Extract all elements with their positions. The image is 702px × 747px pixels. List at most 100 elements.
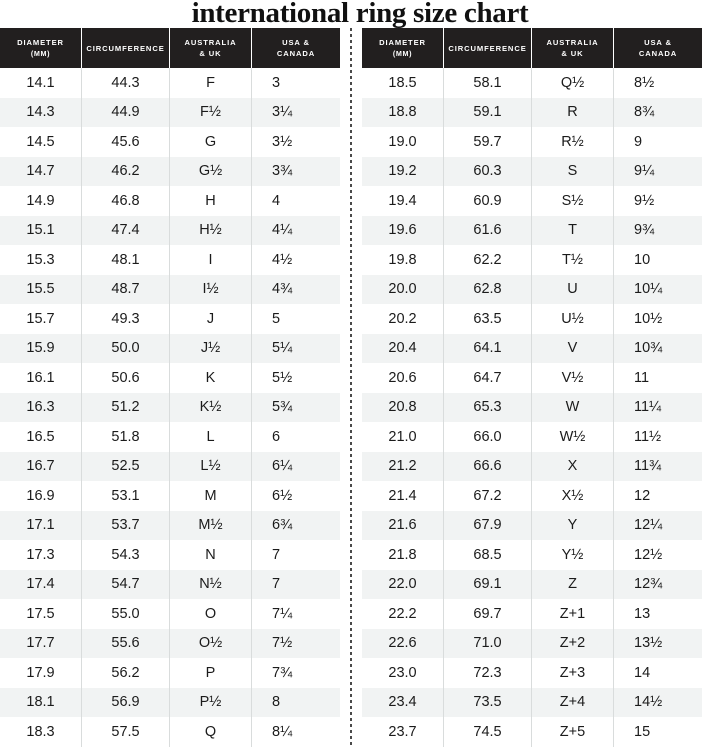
table-row: 16.7 52.5 L½ 6¼ — [0, 451, 340, 481]
cell-circumference: 74.5 — [444, 717, 532, 747]
column-header-diameter-line1: DIAMETER — [379, 38, 426, 47]
cell-australia-uk: X — [532, 451, 614, 481]
cell-usa-canada: 9¼ — [634, 163, 655, 180]
cell-usa-canada: 10½ — [634, 310, 663, 327]
cell-usa-canada: 7¾ — [272, 664, 293, 681]
column-header-australia-uk-line2: & UK — [199, 49, 222, 58]
cell-australia-uk: L½ — [170, 451, 252, 481]
cell-australia-uk: Z+5 — [532, 717, 614, 747]
cell-australia-uk: K — [170, 363, 252, 393]
cell-usa-canada: 12½ — [634, 546, 663, 563]
cell-circumference: 50.6 — [82, 363, 170, 393]
cell-usa-canada: 3½ — [272, 133, 293, 150]
cell-usa-canada: 11½ — [634, 428, 662, 445]
cell-circumference: 69.7 — [444, 599, 532, 629]
cell-circumference: 62.8 — [444, 274, 532, 304]
cell-circumference: 71.0 — [444, 628, 532, 658]
cell-circumference: 61.6 — [444, 215, 532, 245]
cell-usa-canada: 4¾ — [272, 281, 293, 298]
cell-circumference: 49.3 — [82, 304, 170, 334]
cell-diameter: 19.0 — [362, 127, 444, 157]
table-row: 23.7 74.5 Z+5 15 — [362, 717, 702, 747]
cell-circumference: 73.5 — [444, 687, 532, 717]
cell-circumference: 45.6 — [82, 127, 170, 157]
table-row: 14.5 45.6 G 3½ — [0, 127, 340, 157]
column-header-australia-uk-line2: & UK — [561, 49, 584, 58]
cell-usa-canada: 6½ — [272, 487, 293, 504]
table-row: 17.7 55.6 O½ 7½ — [0, 628, 340, 658]
cell-usa-canada: 11 — [634, 369, 650, 386]
column-header-circumference: CIRCUMFERENCE — [82, 28, 170, 68]
cell-usa-canada: 7 — [272, 576, 281, 593]
cell-australia-uk: L — [170, 422, 252, 452]
cell-diameter: 19.6 — [362, 215, 444, 245]
cell-australia-uk: Z+4 — [532, 687, 614, 717]
column-header-diameter-line2: (mm) — [392, 49, 413, 58]
cell-usa-canada: 11¼ — [634, 399, 662, 416]
table-row: 17.3 54.3 N 7 — [0, 540, 340, 570]
cell-circumference: 59.1 — [444, 97, 532, 127]
cell-circumference: 68.5 — [444, 540, 532, 570]
cell-diameter: 15.5 — [0, 274, 82, 304]
column-header-diameter: DIAMETER (mm) — [362, 28, 444, 68]
cell-australia-uk: V — [532, 333, 614, 363]
cell-circumference: 67.2 — [444, 481, 532, 511]
cell-usa-canada: 12 — [634, 487, 651, 504]
cell-australia-uk: G½ — [170, 156, 252, 186]
column-header-usa-canada-line2: CANADA — [276, 49, 316, 58]
table-row: 18.1 56.9 P½ 8 — [0, 687, 340, 717]
table-row: 19.2 60.3 S 9¼ — [362, 156, 702, 186]
cell-circumference: 48.7 — [82, 274, 170, 304]
cell-australia-uk: T — [532, 215, 614, 245]
table-row: 16.5 51.8 L 6 — [0, 422, 340, 452]
page-title: international ring size chart — [191, 0, 529, 29]
cell-australia-uk: T½ — [532, 245, 614, 275]
cell-diameter: 14.9 — [0, 186, 82, 216]
cell-australia-uk: G — [170, 127, 252, 157]
cell-usa-canada: 4½ — [272, 251, 293, 268]
table-row: 16.9 53.1 M 6½ — [0, 481, 340, 511]
column-header-circumference-line1: CIRCUMFERENCE — [448, 43, 527, 53]
table-row: 21.2 66.6 X 11¾ — [362, 451, 702, 481]
cell-circumference: 62.2 — [444, 245, 532, 275]
table-row: 16.1 50.6 K 5½ — [0, 363, 340, 393]
cell-usa-canada: 13½ — [634, 635, 663, 652]
cell-australia-uk: I — [170, 245, 252, 275]
cell-diameter: 14.5 — [0, 127, 82, 157]
cell-australia-uk: S — [532, 156, 614, 186]
cell-circumference: 65.3 — [444, 392, 532, 422]
cell-diameter: 17.9 — [0, 658, 82, 688]
cell-diameter: 19.8 — [362, 245, 444, 275]
table-row: 15.3 48.1 I 4½ — [0, 245, 340, 275]
cell-australia-uk: H½ — [170, 215, 252, 245]
cell-circumference: 52.5 — [82, 451, 170, 481]
cell-usa-canada: 12¾ — [634, 576, 663, 593]
column-header-circumference-line1: CIRCUMFERENCE — [86, 43, 165, 53]
table-row: 20.4 64.1 V 10¾ — [362, 333, 702, 363]
cell-australia-uk: M½ — [170, 510, 252, 540]
cell-usa-canada: 8½ — [634, 74, 655, 91]
column-header-circumference: CIRCUMFERENCE — [444, 28, 532, 68]
dotted-divider — [350, 28, 352, 747]
cell-australia-uk: P½ — [170, 687, 252, 717]
table-row: 15.9 50.0 J½ 5¼ — [0, 333, 340, 363]
table-row: 19.6 61.6 T 9¾ — [362, 215, 702, 245]
table-row: 14.9 46.8 H 4 — [0, 186, 340, 216]
table-row: 20.6 64.7 V½ 11 — [362, 363, 702, 393]
cell-circumference: 48.1 — [82, 245, 170, 275]
cell-diameter: 15.9 — [0, 333, 82, 363]
table-row: 14.7 46.2 G½ 3¾ — [0, 156, 340, 186]
table-row: 21.6 67.9 Y 12¼ — [362, 510, 702, 540]
cell-diameter: 14.3 — [0, 97, 82, 127]
cell-circumference: 54.3 — [82, 540, 170, 570]
cell-diameter: 14.7 — [0, 156, 82, 186]
column-header-usa-canada: USA & CANADA — [614, 28, 702, 68]
cell-australia-uk: Z+2 — [532, 628, 614, 658]
cell-diameter: 18.8 — [362, 97, 444, 127]
cell-usa-canada: 11¾ — [634, 458, 662, 475]
cell-australia-uk: O½ — [170, 628, 252, 658]
cell-diameter: 20.0 — [362, 274, 444, 304]
table-row: 15.1 47.4 H½ 4¼ — [0, 215, 340, 245]
table-row: 18.8 59.1 R 8¾ — [362, 97, 702, 127]
